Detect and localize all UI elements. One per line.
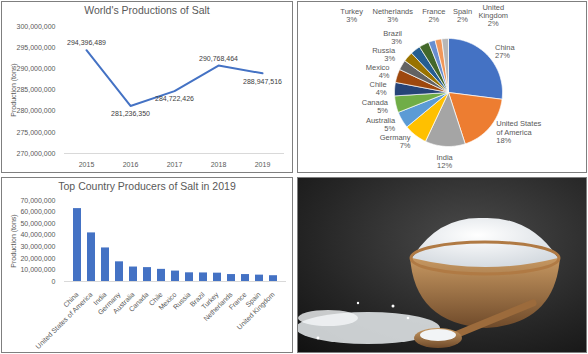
svg-text:Australia: Australia — [111, 290, 136, 315]
svg-text:50,000,000: 50,000,000 — [20, 220, 55, 227]
svg-text:2015: 2015 — [79, 161, 95, 168]
svg-text:2018: 2018 — [211, 161, 227, 168]
svg-text:United Statesof America18%: United Statesof America18% — [496, 119, 541, 145]
svg-text:Australia5%: Australia5% — [366, 116, 396, 133]
svg-text:Brazil: Brazil — [188, 290, 206, 308]
svg-text:285,000,000: 285,000,000 — [17, 86, 56, 93]
svg-text:70,000,000: 70,000,000 — [20, 197, 55, 204]
svg-text:Netherlands3%: Netherlands3% — [373, 7, 414, 24]
svg-text:30,000,000: 30,000,000 — [20, 243, 55, 250]
svg-text:294,396,489: 294,396,489 — [67, 39, 106, 46]
svg-text:Spain2%: Spain2% — [453, 7, 472, 24]
svg-text:2019: 2019 — [255, 161, 271, 168]
svg-text:Canada5%: Canada5% — [362, 98, 389, 115]
svg-text:Brazil3%: Brazil3% — [383, 29, 402, 46]
svg-text:275,000,000: 275,000,000 — [17, 129, 56, 136]
svg-text:Canada: Canada — [127, 290, 150, 313]
html-text:Top Country Producers of Salt: Top Country Producers of Salt in 2019 — [58, 180, 236, 192]
svg-text:290,768,464: 290,768,464 — [199, 55, 238, 62]
svg-text:Production (tons): Production (tons) — [10, 63, 18, 116]
svg-text:France: France — [227, 291, 247, 311]
svg-text:Russia: Russia — [172, 291, 192, 311]
svg-text:United States of America: United States of America — [34, 291, 93, 350]
svg-text:Chile4%: Chile4% — [370, 80, 387, 97]
svg-text:288,947,516: 288,947,516 — [243, 78, 282, 85]
svg-text:60,000,000: 60,000,000 — [20, 208, 55, 215]
svg-text:Production (tons): Production (tons) — [10, 214, 18, 267]
html-text:World's Productions of Salt: World's Productions of Salt — [84, 4, 210, 16]
svg-text:UnitedKingdom2%: UnitedKingdom2% — [478, 3, 508, 29]
svg-text:280,000,000: 280,000,000 — [17, 107, 56, 114]
svg-text:2017: 2017 — [167, 161, 183, 168]
svg-text:20,000,000: 20,000,000 — [20, 255, 55, 262]
svg-text:Germany: Germany — [96, 290, 122, 316]
svg-text:China27%: China27% — [495, 43, 515, 60]
svg-text:United Kingdom: United Kingdom — [236, 291, 277, 332]
svg-text:295,000,000: 295,000,000 — [17, 44, 56, 51]
svg-text:290,000,000: 290,000,000 — [17, 65, 56, 72]
svg-text:Turkey: Turkey — [199, 290, 220, 311]
svg-text:2016: 2016 — [123, 161, 139, 168]
svg-text:10,000,000: 10,000,000 — [20, 266, 55, 273]
svg-text:Germany7%: Germany7% — [380, 133, 411, 150]
svg-text:India12%: India12% — [436, 153, 453, 170]
svg-text:281,236,350: 281,236,350 — [111, 110, 150, 117]
svg-text:Netherlands: Netherlands — [202, 290, 234, 323]
svg-text:Chile: Chile — [147, 290, 164, 307]
svg-text:Mexico4%: Mexico4% — [366, 63, 390, 80]
svg-text:Turkey3%: Turkey3% — [340, 7, 363, 24]
svg-text:France2%: France2% — [422, 7, 445, 24]
svg-text:300,000,000: 300,000,000 — [17, 23, 56, 30]
svg-text:284,722,426: 284,722,426 — [155, 95, 194, 102]
svg-text:Russia3%: Russia3% — [372, 46, 396, 63]
svg-text:Spain: Spain — [244, 290, 262, 309]
svg-text:India: India — [92, 290, 108, 307]
svg-text:China: China — [61, 290, 80, 309]
svg-text:0: 0 — [52, 278, 56, 285]
svg-text:270,000,000: 270,000,000 — [17, 150, 56, 157]
svg-text:Mexico: Mexico — [157, 290, 178, 312]
svg-text:40,000,000: 40,000,000 — [20, 231, 55, 238]
